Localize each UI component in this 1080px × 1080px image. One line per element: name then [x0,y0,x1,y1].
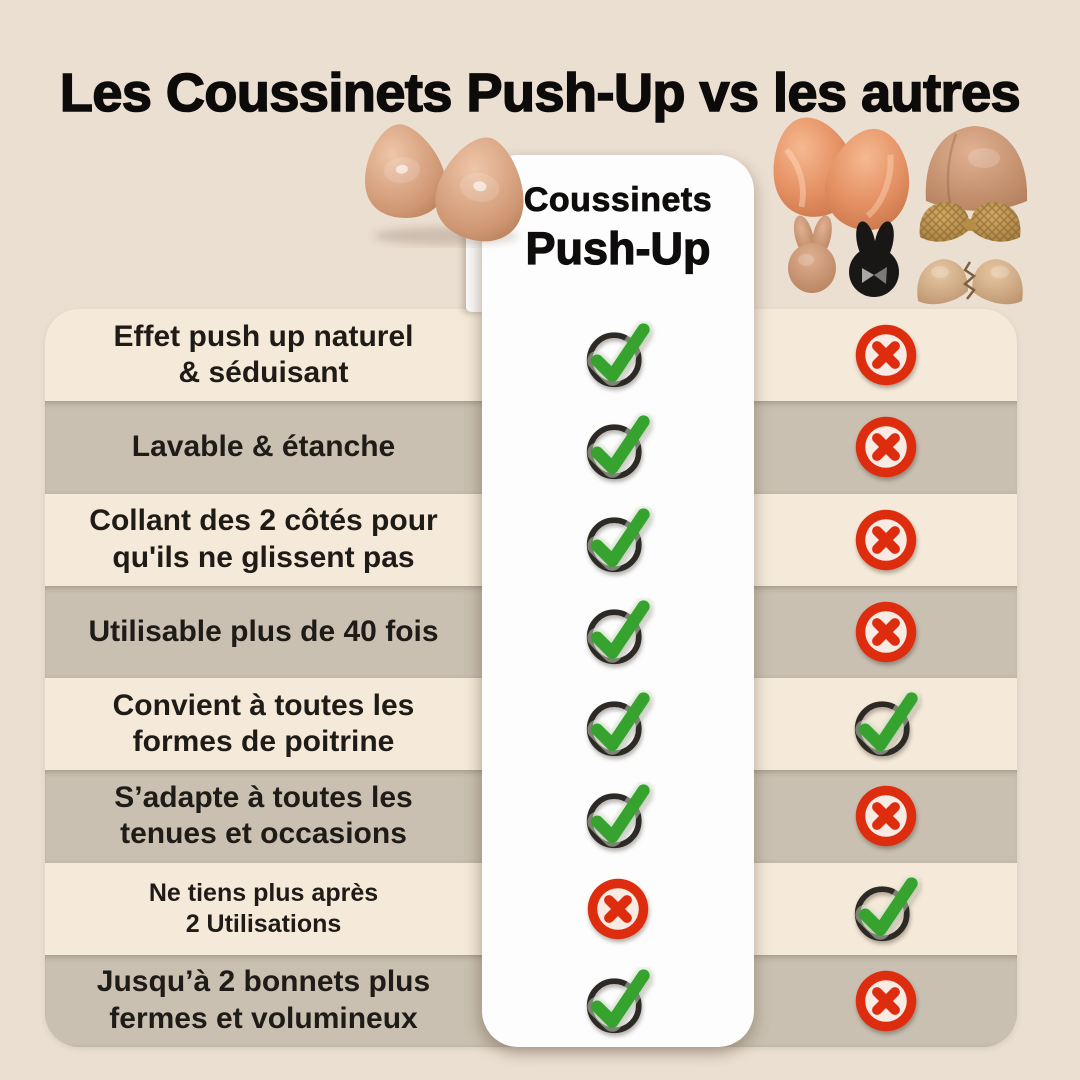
check-icon [584,598,652,666]
cross-icon [852,967,920,1035]
cross-icon [852,321,920,389]
others-cell [754,401,1017,493]
check-icon [584,321,652,389]
check-icon [852,875,920,943]
row-label-line: Utilisable plus de 40 fois [88,614,439,648]
cross-icon [852,782,920,850]
row-label: Utilisable plus de 40 fois [45,586,482,678]
pushup-column-title-line1: Coussinets [523,181,713,220]
row-label: Collant des 2 côtés pour qu'ils ne glisse… [45,494,482,586]
others-cell [754,770,1017,862]
row-label: Effet push up naturel & séduisant [45,309,482,401]
pushup-column-title-line2: Push-Up [525,222,711,274]
row-label-line: Ne tiens plus après [148,879,379,908]
others-cell [754,309,1017,401]
row-label-line: Convient à toutes les [112,688,415,722]
row-label-line: 2 Utilisations [185,909,342,938]
row-label-line: tenues et occasions [120,817,407,851]
cross-icon [852,598,920,666]
check-icon [852,690,920,758]
row-label-line: Effet push up naturel [113,319,414,353]
cross-icon [852,413,920,481]
others-cell [754,494,1017,586]
check-icon [584,782,652,850]
row-label: S’adapte à toutes les tenues et occasions [45,770,482,862]
others-cell [754,955,1017,1047]
others-cell [754,863,1017,955]
page-title: Les Coussinets Push-Up vs les autres [59,62,1021,124]
check-icon [584,690,652,758]
row-label: Lavable & étanche [45,401,482,493]
cross-icon [584,875,652,943]
others-cell [754,586,1017,678]
row-label-line: Jusqu’à 2 bonnets plus [96,965,431,999]
check-icon [584,413,652,481]
row-label-line: S’adapte à toutes les [114,780,413,814]
row-label: Convient à toutes les formes de poitrine [45,678,482,770]
check-icon [584,967,652,1035]
row-label-line: fermes et volumineux [109,1001,418,1035]
pushup-pads-image [365,124,524,245]
row-label: Jusqu’à 2 bonnets plus fermes et volumine… [45,955,482,1047]
competitor-products-image [773,117,1028,305]
row-label-line: & séduisant [178,356,349,390]
row-label-line: formes de poitrine [132,725,395,759]
cross-icon [852,506,920,574]
check-icon [584,506,652,574]
row-label-line: qu'ils ne glissent pas [112,540,415,574]
others-cell [754,678,1017,770]
row-label-line: Collant des 2 côtés pour [89,504,438,538]
row-label: Ne tiens plus après 2 Utilisations [45,863,482,955]
row-label-line: Lavable & étanche [131,430,396,464]
